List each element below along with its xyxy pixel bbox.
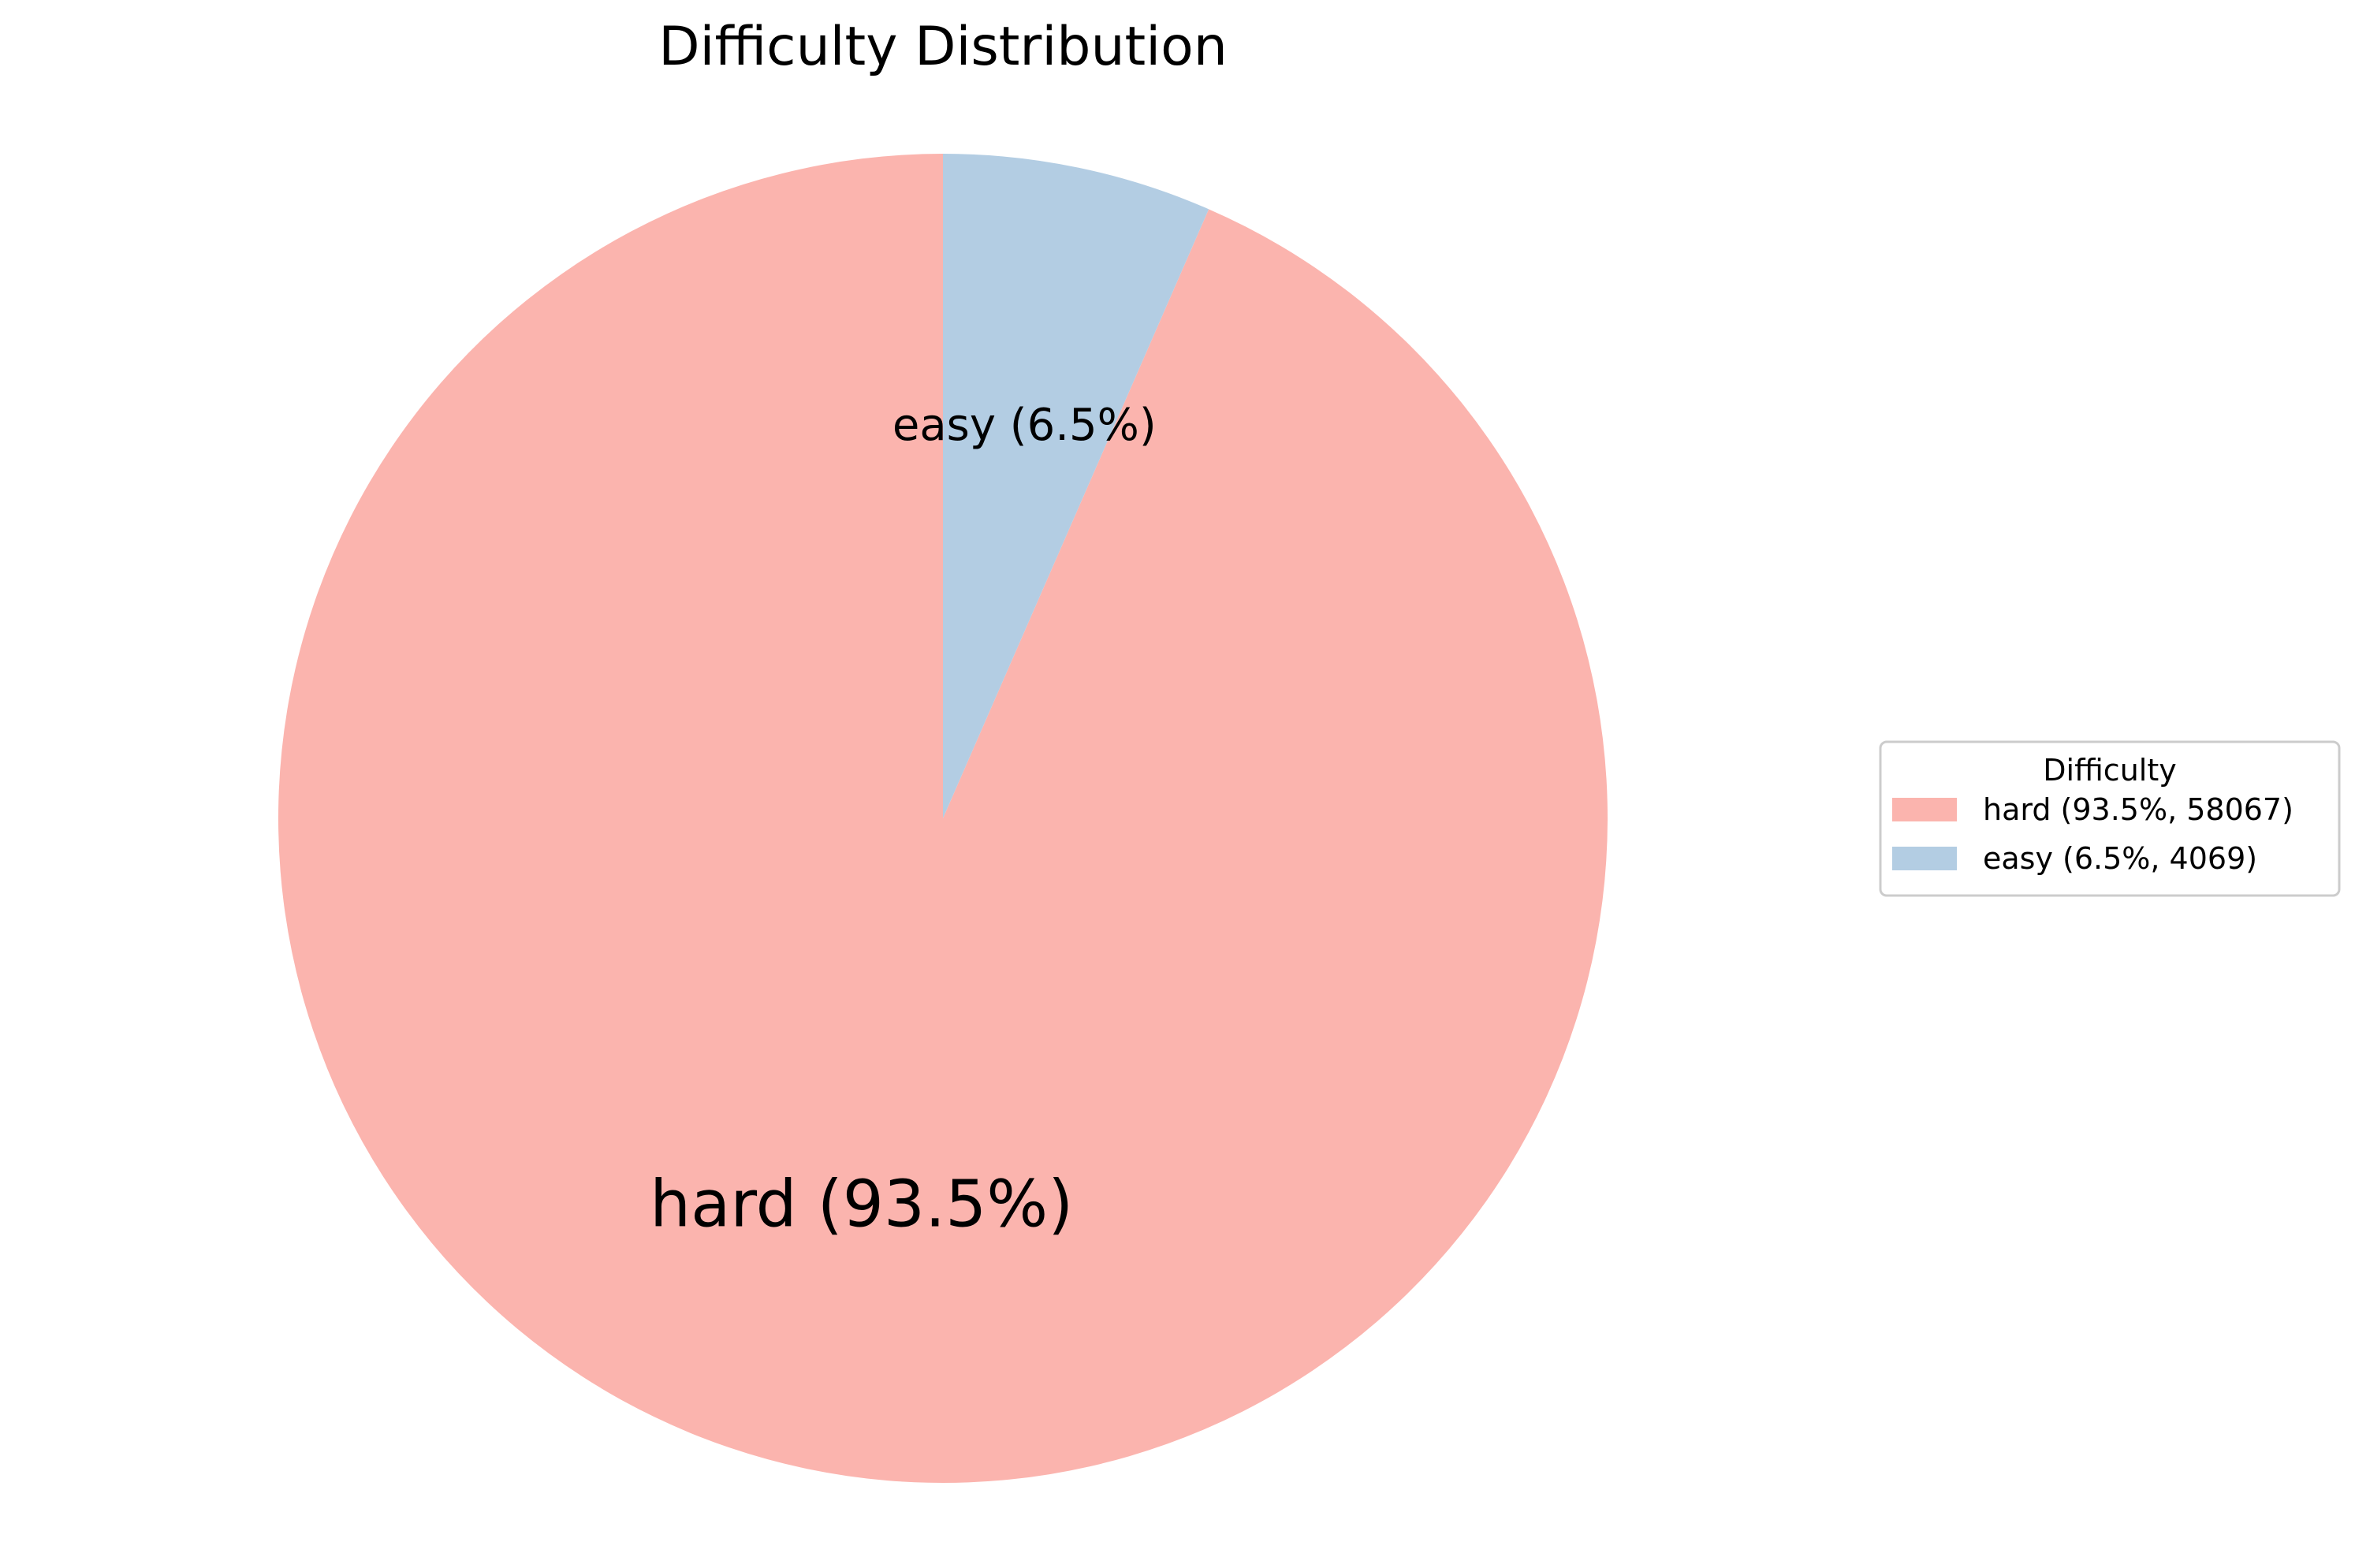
legend: Difficulty hard (93.5%, 58067) easy (6.5%… <box>1879 740 2341 897</box>
legend-title: Difficulty <box>2043 753 2176 788</box>
pie-slices <box>278 154 1608 1483</box>
legend-swatch-hard <box>1892 798 1957 821</box>
legend-frame <box>1879 740 2341 897</box>
pie-slice-labels: hard (93.5%) easy (6.5%) <box>650 400 1157 1242</box>
legend-swatch-easy <box>1892 847 1957 870</box>
slice-label-hard: hard (93.5%) <box>650 1168 1073 1242</box>
legend-items: hard (93.5%, 58067) easy (6.5%, 4069) <box>1892 792 2294 876</box>
pie-slice-easy <box>943 154 1209 818</box>
legend-label-easy: easy (6.5%, 4069) <box>1983 841 2257 876</box>
legend-label-hard: hard (93.5%, 58067) <box>1983 792 2294 827</box>
slice-label-easy: easy (6.5%) <box>892 400 1157 451</box>
pie-slice-hard <box>278 154 1608 1483</box>
chart-title: Difficulty Distribution <box>658 16 1228 78</box>
